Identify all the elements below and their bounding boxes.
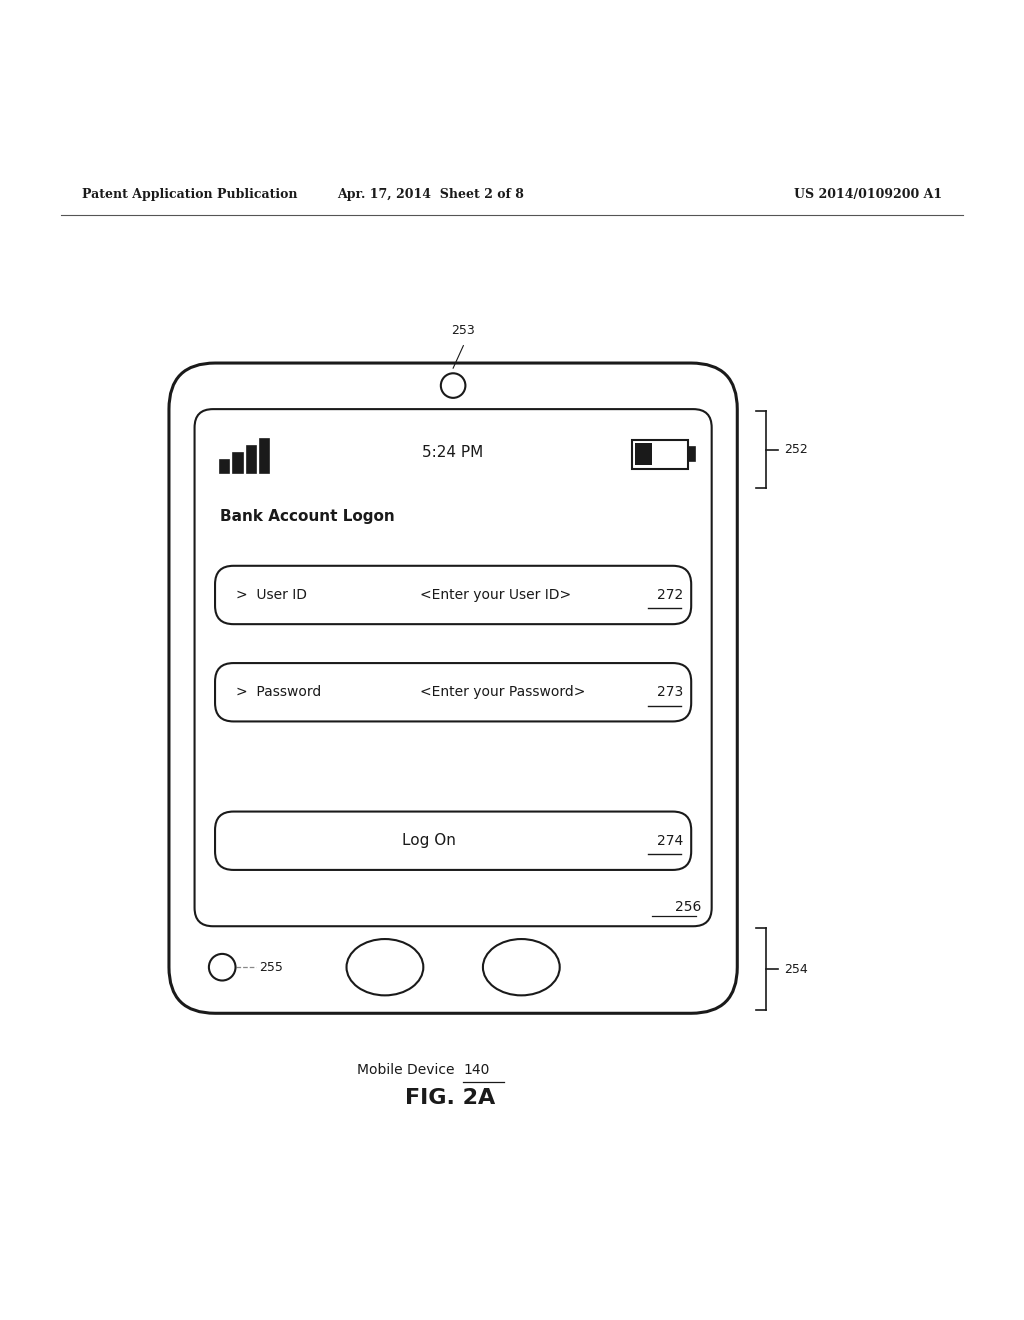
Bar (260, 438, 269, 473)
Text: <Enter your User ID>: <Enter your User ID> (420, 587, 571, 602)
Text: 5:24 PM: 5:24 PM (423, 445, 483, 459)
Text: Bank Account Logon: Bank Account Logon (220, 510, 395, 524)
Text: FIG. 2A: FIG. 2A (406, 1088, 496, 1109)
Text: 272: 272 (656, 587, 683, 602)
Bar (688, 447, 695, 462)
Bar (632, 440, 688, 469)
Ellipse shape (483, 939, 560, 995)
Text: 252: 252 (784, 444, 808, 457)
Circle shape (209, 954, 236, 981)
FancyBboxPatch shape (169, 363, 737, 1014)
Text: 255: 255 (259, 961, 283, 974)
Text: Patent Application Publication: Patent Application Publication (82, 187, 297, 201)
Text: 256: 256 (675, 900, 701, 913)
FancyBboxPatch shape (215, 663, 691, 722)
Text: 274: 274 (656, 834, 683, 847)
FancyBboxPatch shape (215, 566, 691, 624)
Text: US 2014/0109200 A1: US 2014/0109200 A1 (794, 187, 942, 201)
Text: >  Password: > Password (236, 685, 321, 700)
Text: 254: 254 (784, 962, 808, 975)
Bar (233, 453, 243, 473)
Bar (635, 444, 652, 466)
FancyBboxPatch shape (195, 409, 712, 927)
Text: Apr. 17, 2014  Sheet 2 of 8: Apr. 17, 2014 Sheet 2 of 8 (337, 187, 523, 201)
Text: Mobile Device: Mobile Device (357, 1063, 463, 1077)
Text: >  User ID: > User ID (236, 587, 306, 602)
FancyBboxPatch shape (215, 812, 691, 870)
Text: 253: 253 (452, 325, 475, 338)
Ellipse shape (346, 939, 423, 995)
Bar (220, 461, 229, 473)
Bar (247, 446, 256, 473)
Circle shape (440, 374, 465, 397)
Text: 140: 140 (463, 1063, 489, 1077)
Text: 273: 273 (656, 685, 683, 700)
Text: <Enter your Password>: <Enter your Password> (420, 685, 585, 700)
Text: Log On: Log On (402, 833, 457, 849)
